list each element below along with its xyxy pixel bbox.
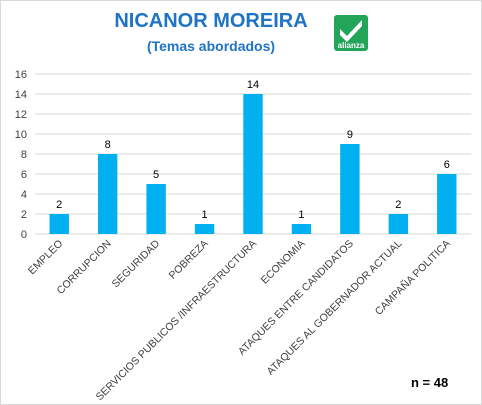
chart-subtitle: (Temas abordados)	[146, 38, 276, 54]
bar	[146, 184, 166, 234]
data-labels: 2 8 5 1 14 1 9 2 6	[56, 79, 450, 221]
y-tick-label: 6	[21, 169, 27, 181]
y-tick-label: 0	[21, 229, 27, 241]
bar	[243, 94, 263, 234]
y-tick-label: 12	[15, 109, 27, 121]
category-label: POBREZA	[167, 238, 211, 282]
data-label: 2	[395, 199, 401, 211]
logo-check-mark	[340, 20, 362, 42]
y-tick-label: 2	[21, 209, 27, 221]
y-tick-label: 14	[15, 89, 27, 101]
category-label: SEGURIDAD	[110, 237, 163, 290]
bar	[49, 214, 69, 234]
y-tick-label: 4	[21, 189, 27, 201]
bar	[340, 144, 360, 234]
bar	[194, 224, 215, 234]
data-label: 9	[347, 129, 353, 141]
bar	[97, 154, 118, 234]
data-label: 1	[298, 209, 304, 221]
data-label: 1	[201, 209, 207, 221]
data-label: 5	[153, 169, 159, 181]
sample-size-note: n = 48	[411, 375, 449, 390]
category-label: ECONOMIA	[259, 238, 308, 287]
data-label: 14	[247, 79, 259, 91]
category-label: EMPLEO	[26, 238, 65, 277]
logo-text: alianza	[338, 41, 365, 50]
chart-title: NICANOR MOREIRA	[114, 10, 308, 32]
data-label: 2	[56, 199, 62, 211]
y-tick-label: 16	[15, 69, 27, 81]
bars	[49, 94, 457, 234]
y-tick-label: 10	[15, 129, 27, 141]
data-label: 6	[444, 159, 450, 171]
y-axis-ticks: 0 2 4 6 8 10 12 14 16	[15, 69, 27, 241]
data-label: 8	[105, 139, 111, 151]
alianza-logo-icon: alianza	[334, 15, 368, 51]
bar	[291, 224, 312, 234]
bar	[388, 214, 409, 234]
y-tick-label: 8	[21, 149, 27, 161]
bar	[437, 174, 457, 234]
